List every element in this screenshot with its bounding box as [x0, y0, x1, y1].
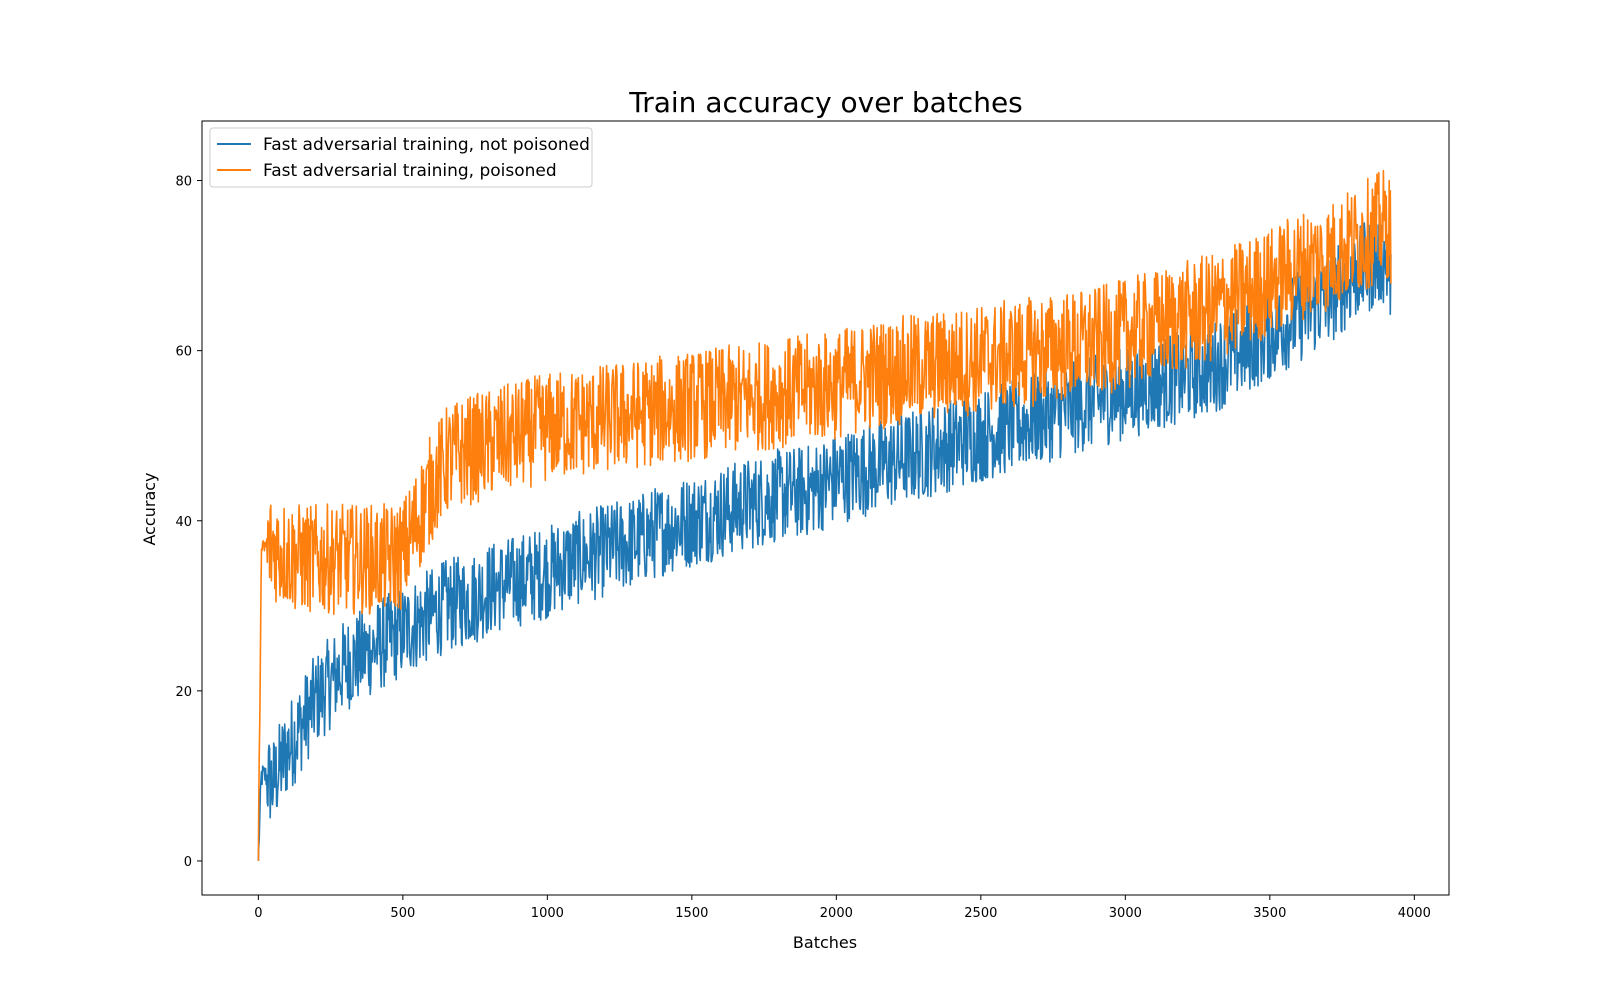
series-line-poisoned — [257, 169, 1392, 862]
series-line-not-poisoned — [257, 213, 1392, 862]
legend-label-poisoned: Fast adversarial training, poisoned — [263, 161, 557, 181]
x-tick-label: 4000 — [1398, 906, 1431, 921]
x-axis-ticks: 0 500 1000 1500 2000 2500 3000 3500 4000 — [254, 895, 1431, 921]
y-tick-label: 20 — [175, 685, 192, 700]
y-tick-label: 80 — [175, 175, 192, 190]
x-tick-label: 1500 — [675, 906, 708, 921]
x-tick-label: 500 — [390, 906, 415, 921]
legend: Fast adversarial training, not poisoned … — [209, 127, 593, 188]
x-tick-label: 0 — [254, 906, 262, 921]
y-axis-label: Accuracy — [140, 472, 159, 545]
legend-box — [209, 127, 593, 188]
x-tick-label: 2000 — [820, 906, 853, 921]
plot-lines — [257, 169, 1392, 862]
y-axis-ticks: 0 20 40 60 80 — [175, 175, 202, 870]
legend-label-not-poisoned: Fast adversarial training, not poisoned — [263, 135, 590, 155]
x-tick-label: 1000 — [531, 906, 564, 921]
y-tick-label: 40 — [175, 515, 192, 530]
x-tick-label: 3000 — [1109, 906, 1142, 921]
x-tick-label: 3500 — [1253, 906, 1286, 921]
x-tick-label: 2500 — [964, 906, 997, 921]
y-tick-label: 0 — [184, 855, 192, 870]
y-tick-label: 60 — [175, 345, 192, 360]
plot-frame — [201, 120, 1450, 896]
chart-title: Train accuracy over batches — [628, 86, 1023, 119]
x-axis-label: Batches — [793, 933, 857, 952]
